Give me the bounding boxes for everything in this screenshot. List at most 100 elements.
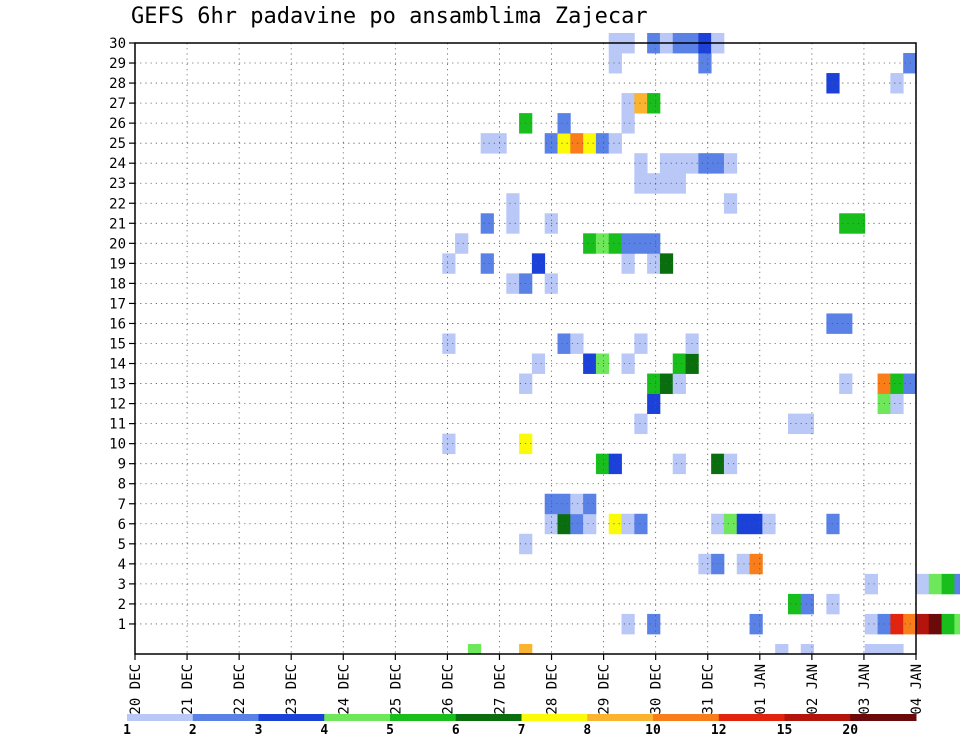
- heatmap-cell: [672, 373, 686, 394]
- y-tick-label: 5: [118, 537, 126, 553]
- y-tick-label: 18: [109, 276, 126, 292]
- y-tick-label: 20: [109, 236, 126, 252]
- colorbar-segment: [390, 714, 457, 721]
- heatmap-cell: [864, 573, 878, 595]
- heatmap-cell: [647, 233, 661, 254]
- colorbar-segment: [127, 714, 194, 721]
- colorbar-segment: [718, 714, 785, 721]
- heatmap-cell: [698, 53, 712, 74]
- colorbar-label: 12: [711, 723, 727, 738]
- heatmap-cell: [442, 333, 456, 354]
- y-tick-label: 12: [109, 397, 126, 413]
- heatmap-cell: [557, 113, 571, 134]
- heatmap-cell: [480, 253, 494, 274]
- heatmap-cell: [595, 353, 610, 374]
- heatmap-cell: [621, 613, 635, 635]
- heatmap-cell: [672, 173, 686, 194]
- heatmap-cell: [583, 493, 597, 515]
- heatmap-cell: [557, 333, 571, 354]
- heatmap-cell: [647, 393, 661, 415]
- heatmap-cell: [506, 213, 520, 234]
- x-tick-label: 23 DEC: [284, 664, 300, 715]
- heatmap-cell: [621, 93, 635, 114]
- colorbar: 1 2 3 4 5 6 7 8 10 12 15 20: [123, 714, 917, 738]
- colorbar-segment: [192, 714, 259, 721]
- colorbar-label: 20: [842, 723, 858, 738]
- x-tick-label: 21 DEC: [180, 664, 196, 715]
- heatmap-cell: [736, 553, 750, 575]
- heatmap-cell: [557, 513, 571, 535]
- heatmap-cell: [608, 453, 622, 475]
- heatmap-cell: [634, 513, 648, 535]
- heatmap-cell: [941, 613, 955, 635]
- heatmap-cell: [839, 213, 853, 234]
- heatmap-cell: [736, 513, 750, 535]
- y-tick-label: 13: [109, 377, 126, 393]
- heatmap-cell: [621, 513, 635, 535]
- y-tick-label: 15: [109, 336, 126, 352]
- heatmap-cell: [583, 513, 597, 535]
- y-tick-label: 21: [109, 216, 126, 232]
- heatmap-cell: [672, 153, 686, 174]
- colorbar-label: 10: [645, 723, 661, 738]
- heatmap-cell: [647, 93, 661, 114]
- y-tick-label: 11: [109, 417, 126, 433]
- x-tick-label: 24 DEC: [336, 664, 352, 715]
- heatmap-cell: [634, 413, 648, 435]
- colorbar-segment: [587, 714, 654, 721]
- heatmap-cell: [749, 553, 763, 575]
- y-tick-label: 3: [118, 577, 126, 593]
- y-tick-label: 29: [109, 56, 126, 72]
- heatmap-cell: [890, 73, 904, 94]
- x-tick-label: 20 DEC: [128, 664, 144, 715]
- heatmap-cell: [800, 593, 814, 615]
- heatmap-cell: [749, 513, 763, 535]
- y-tick-label: 16: [109, 316, 126, 332]
- heatmap-cell: [890, 643, 904, 655]
- y-tick-label: 9: [118, 457, 126, 473]
- heatmap-cell: [480, 133, 494, 154]
- heatmap-cell: [864, 643, 878, 655]
- x-tick-label: 27 DEC: [492, 664, 508, 715]
- y-tick-label: 17: [109, 296, 126, 312]
- heatmap-cell: [621, 233, 635, 254]
- heatmap-cell: [749, 613, 763, 635]
- heatmap-cell: [506, 193, 520, 214]
- heatmap-cell: [928, 613, 943, 635]
- x-tick-label: 01 JAN: [753, 664, 769, 715]
- colorbar-segment: [324, 714, 391, 721]
- colorbar-segment: [784, 714, 851, 721]
- heatmap-cell: [903, 53, 917, 74]
- heatmap-cell: [583, 353, 597, 374]
- heatmap-cell: [595, 133, 610, 154]
- heatmap-cell: [723, 513, 738, 535]
- heatmap-cell: [723, 193, 738, 214]
- colorbar-label: 4: [320, 723, 328, 738]
- heatmap-cell: [698, 153, 712, 174]
- heatmap-cell: [621, 113, 635, 134]
- y-tick-label: 7: [118, 497, 126, 513]
- heatmap-cell: [595, 233, 610, 254]
- chart-title: GEFS 6hr padavine po ansamblima Zajecar: [131, 4, 648, 29]
- heatmap-cell: [583, 133, 597, 154]
- y-axis: 1234567891011121314151617181920212223242…: [109, 36, 135, 633]
- heatmap-cell: [903, 373, 917, 394]
- colorbar-segment: [258, 714, 325, 721]
- heatmap-cell: [608, 513, 622, 535]
- heatmap-cell: [570, 493, 584, 515]
- colorbar-segment: [653, 714, 720, 721]
- y-tick-label: 10: [109, 437, 126, 453]
- x-tick-label: 26 DEC: [440, 664, 456, 715]
- heatmap-cell: [467, 643, 482, 655]
- colorbar-segment: [850, 714, 917, 721]
- heatmap-cell: [583, 233, 597, 254]
- heatmap-cell: [672, 353, 686, 374]
- heatmap-cell: [954, 573, 960, 595]
- heatmap-cell: [506, 273, 520, 294]
- heatmap-cell: [916, 613, 930, 635]
- x-tick-label: 31 DEC: [701, 664, 717, 715]
- heatmap-cell: [570, 333, 584, 354]
- colorbar-label: 1: [123, 723, 131, 738]
- heatmap-cell: [877, 643, 891, 655]
